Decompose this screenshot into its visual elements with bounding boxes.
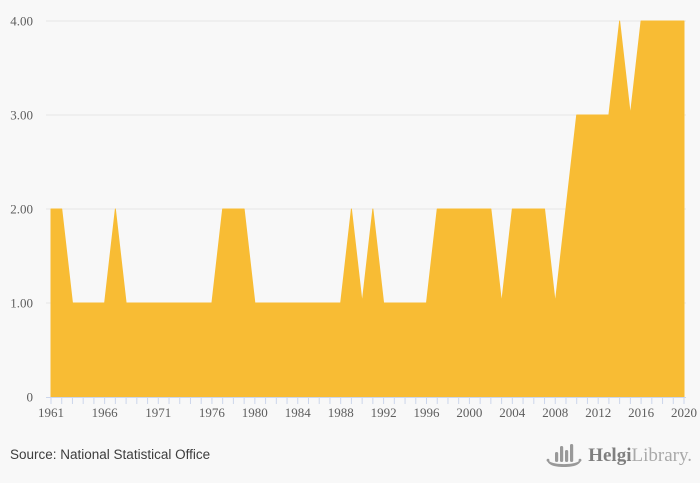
x-axis-label: 1976 xyxy=(199,405,226,420)
x-axis-label: 2012 xyxy=(585,405,611,420)
x-axis-label: 2000 xyxy=(456,405,482,420)
area-chart: 1961 1966 1971 1976 1980 1984 1988 1992 1996 2000… xyxy=(10,14,697,421)
chart-plot-area: 1961 1966 1971 1976 1980 1984 1988 1992 1996 2000… xyxy=(10,14,697,421)
y-axis-label: 4.00 xyxy=(10,14,33,29)
x-axis-label: 1988 xyxy=(328,405,354,420)
x-axis-label: 2004 xyxy=(499,405,526,420)
y-axis-label: 0 xyxy=(27,390,34,405)
y-axis-label: 2.00 xyxy=(10,202,33,217)
x-axis-label: 2020 xyxy=(671,405,697,420)
logo-brand-bold: Helgi xyxy=(588,445,632,466)
y-axis-label: 1.00 xyxy=(10,296,33,311)
logo-brand-light: Library. xyxy=(631,445,693,466)
x-axis-label: 1996 xyxy=(414,405,441,420)
x-axis-label: 2016 xyxy=(628,405,655,420)
x-axis-label: 1971 xyxy=(145,405,171,420)
x-axis-label: 1984 xyxy=(285,405,312,420)
x-axis-label: 1980 xyxy=(242,405,268,420)
x-axis-label: 2008 xyxy=(542,405,568,420)
source-note: Source: National Statistical Office xyxy=(10,447,211,462)
helgi-library-logo[interactable]: HelgiLibrary. xyxy=(545,441,692,471)
area-series xyxy=(50,20,685,398)
helgi-boat-icon xyxy=(546,444,582,467)
chart-footer: Source: National Statistical Office Helg… xyxy=(0,430,700,483)
x-axis-label: 1966 xyxy=(92,405,119,420)
logo-wordmark: HelgiLibrary. xyxy=(588,441,692,471)
y-axis-label: 3.00 xyxy=(10,108,33,123)
x-axis-label: 1961 xyxy=(38,405,64,420)
x-axis-label: 1992 xyxy=(371,405,397,420)
